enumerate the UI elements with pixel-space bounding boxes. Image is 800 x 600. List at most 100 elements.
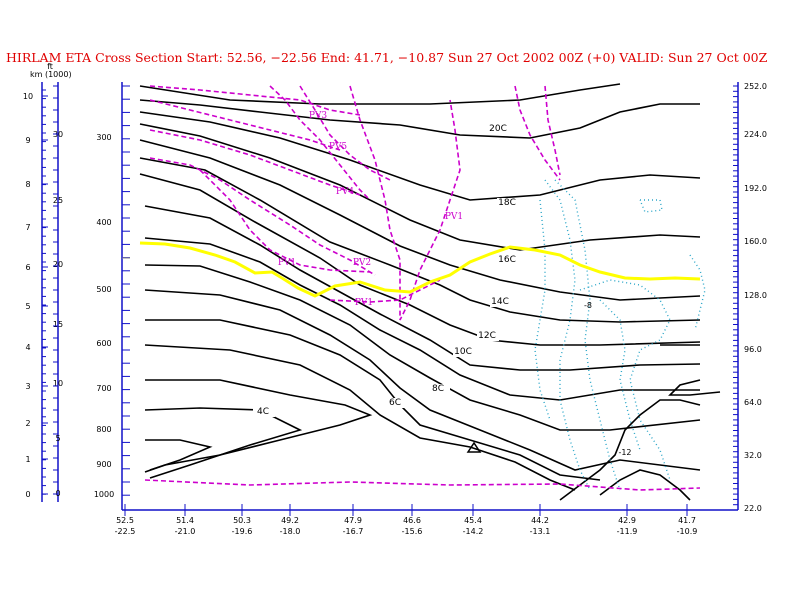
isotherm-label-bg xyxy=(385,398,407,408)
pv-line xyxy=(269,85,371,201)
km-tick-label: 5 xyxy=(25,302,30,311)
km-tick-label: 0 xyxy=(25,490,30,499)
humidity-line xyxy=(534,199,551,421)
pv-label: PV1 xyxy=(445,212,463,222)
isotherm-label-bg xyxy=(497,255,519,265)
humidity-line xyxy=(544,179,591,491)
lat-tick-label: 49.2 xyxy=(281,516,299,525)
humidity-label: -12 xyxy=(618,448,631,457)
isotherm-label-bg xyxy=(428,384,450,394)
ft-tick-label: 10 xyxy=(53,379,63,388)
isotherm-label: 4C xyxy=(257,407,269,417)
pv-label: PV5 xyxy=(329,142,348,152)
isotherm-label: 20C xyxy=(489,124,507,134)
humidity-label: -8 xyxy=(584,301,592,310)
isotherm-label-bg xyxy=(497,198,519,208)
lon-tick-label: -22.5 xyxy=(115,527,136,536)
lat-tick-label: 47.9 xyxy=(344,516,362,525)
lat-tick-label: 41.7 xyxy=(678,516,696,525)
isotherm-line xyxy=(139,157,701,323)
pv-line xyxy=(349,85,461,321)
isotherm-line xyxy=(599,469,691,501)
ft-tick-label: 15 xyxy=(53,320,63,329)
pv-line xyxy=(144,479,701,491)
pv-line xyxy=(514,85,561,181)
pv-contours xyxy=(144,85,701,491)
pv-line xyxy=(329,279,441,303)
pv-label: PV3 xyxy=(309,111,328,121)
isotherm-line xyxy=(144,407,303,479)
lat-tick-label: 52.5 xyxy=(116,516,134,525)
right-tick-label: 128.0 xyxy=(744,291,767,300)
humidity-contours xyxy=(534,179,706,491)
isotherm-line xyxy=(139,123,701,251)
km-tick-label: 8 xyxy=(25,180,30,189)
isotherm-label-bg xyxy=(453,347,475,357)
pv-line xyxy=(544,85,561,176)
isotherm-line xyxy=(559,399,701,501)
humidity-line xyxy=(554,179,621,491)
pressure-tick-label: 400 xyxy=(96,218,111,227)
lon-tick-label: -13.1 xyxy=(530,527,551,536)
contour-labels: 20C 18C 16C 14C 12C 10C 8C 6C 4C PV3 PV5 PV4 PV1 PV1 P… xyxy=(253,111,632,457)
km-tick-label: 1 xyxy=(25,455,30,464)
pv-line xyxy=(149,85,361,116)
lon-tick-label: -10.9 xyxy=(677,527,698,536)
pv-line xyxy=(199,169,371,273)
ft-tick-label: 5 xyxy=(55,434,60,443)
ft-tick-label: 25 xyxy=(53,196,63,205)
lon-tick-label: -15.6 xyxy=(402,527,423,536)
isotherm-line xyxy=(139,111,701,201)
isotherm-line xyxy=(668,379,721,396)
km-tick-label: 6 xyxy=(25,263,30,272)
pv-label: PV4 xyxy=(336,187,355,197)
ft-unit-label: ft xyxy=(47,62,53,71)
isotherm-line xyxy=(144,344,576,491)
chart-title: HIRLAM ETA Cross Section Start: 52.56, −… xyxy=(6,50,768,65)
km-tick-label: 4 xyxy=(25,343,30,352)
right-axis: 252.0 224.0 192.0 160.0 128.0 96.0 64.0 32.0 22.… xyxy=(733,82,767,513)
isotherm-line xyxy=(144,237,700,401)
km-tick-label: 10 xyxy=(23,92,33,101)
lat-tick-label: 44.2 xyxy=(531,516,549,525)
isotherm-line xyxy=(139,139,701,301)
isotherm-label-bg xyxy=(477,331,499,341)
right-tick-label: 64.0 xyxy=(744,398,762,407)
isotherm-label-bg xyxy=(490,297,512,307)
isotherm-line xyxy=(144,264,701,431)
lon-tick-label: -16.7 xyxy=(343,527,364,536)
pv-label: PV2 xyxy=(353,258,371,268)
isotherm-label: 12C xyxy=(478,331,496,341)
isotherm-line xyxy=(144,379,373,473)
pressure-tick-label: 300 xyxy=(96,133,111,142)
lat-tick-label: 46.6 xyxy=(403,516,421,525)
pressure-tick-label: 800 xyxy=(96,425,111,434)
bottom-axis: 52.5 -22.5 51.4 -21.0 50.3 -19.6 49.2 -18.0 47.9… xyxy=(115,257,738,536)
right-tick-label: 224.0 xyxy=(744,130,767,139)
km-tick-label: 9 xyxy=(25,136,30,145)
km-tick-label: 2 xyxy=(25,419,30,428)
lat-tick-label: 50.3 xyxy=(233,516,251,525)
humidity-line xyxy=(689,254,706,331)
right-tick-label: 252.0 xyxy=(744,82,767,91)
pressure-tick-label: 1000 xyxy=(94,490,114,499)
lon-tick-label: -19.6 xyxy=(232,527,253,536)
lon-tick-label: -14.2 xyxy=(463,527,484,536)
isotherm-label: 18C xyxy=(498,198,516,208)
tropopause-line xyxy=(139,241,701,298)
pressure-tick-label: 700 xyxy=(96,384,111,393)
pressure-tick-label: 500 xyxy=(96,285,111,294)
ft-tick-label: 20 xyxy=(53,260,63,269)
lat-tick-label: 42.9 xyxy=(618,516,636,525)
isotherm-label: 14C xyxy=(491,297,509,307)
lat-tick-label: 45.4 xyxy=(464,516,482,525)
lon-tick-label: -11.9 xyxy=(617,527,638,536)
triangle-marker xyxy=(466,441,482,453)
km-unit-label: km (1000) xyxy=(30,70,72,79)
pv-line xyxy=(299,85,391,181)
lon-tick-label: -21.0 xyxy=(175,527,196,536)
right-tick-label: 22.0 xyxy=(744,504,762,513)
isotherm-label: 10C xyxy=(454,347,472,357)
